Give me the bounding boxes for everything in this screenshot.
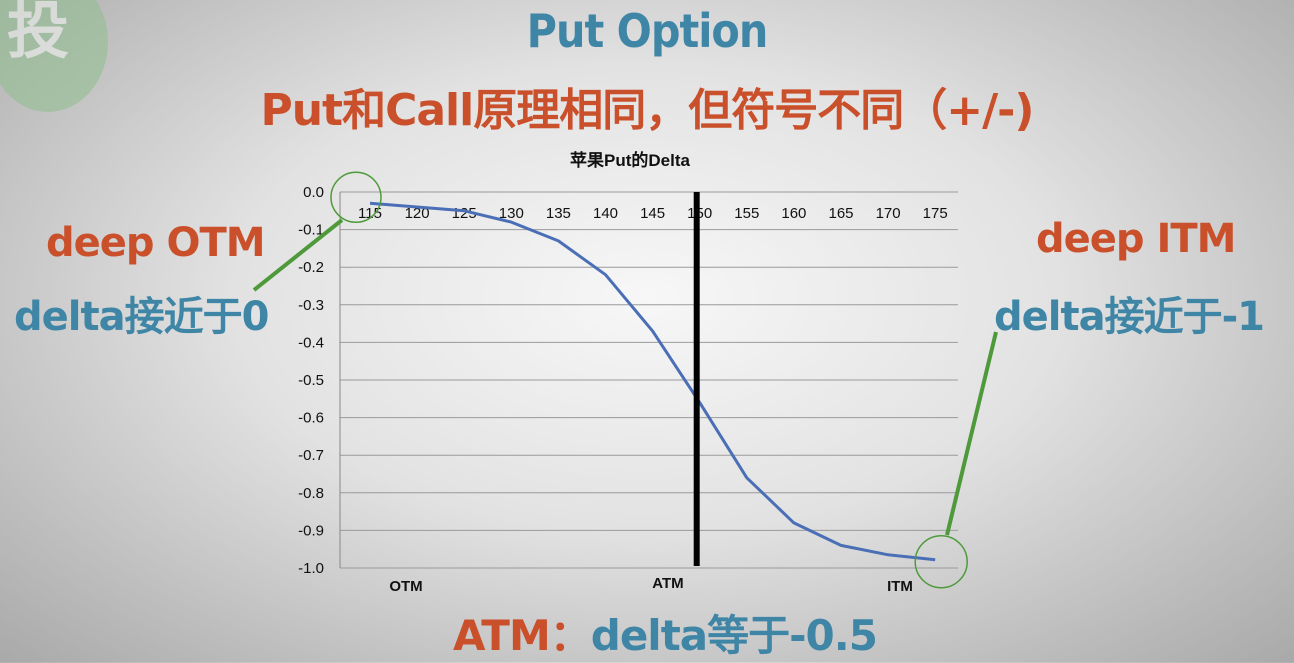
x-tick-label: 135 bbox=[546, 205, 571, 222]
deep-itm-title: deep ITM bbox=[1036, 216, 1236, 262]
y-tick-label: -0.2 bbox=[298, 259, 324, 276]
y-tick-label: -0.6 bbox=[298, 410, 324, 427]
itm-axis-label: ITM bbox=[887, 578, 913, 595]
deep-itm-circle bbox=[914, 534, 968, 589]
y-tick-label: -0.8 bbox=[298, 485, 324, 502]
atm-caption-desc: delta等于-0.5 bbox=[590, 611, 878, 660]
delta-line bbox=[369, 201, 936, 562]
y-tick-label: -0.7 bbox=[298, 447, 324, 464]
deep-itm-desc: delta接近于-1 bbox=[994, 294, 1265, 340]
watermark-logo: 投 bbox=[0, 0, 108, 112]
y-tick-label: 0.0 bbox=[303, 184, 324, 201]
y-tick-label: -1.0 bbox=[298, 560, 324, 577]
deep-otm-connector bbox=[252, 218, 344, 292]
atm-caption-label: ATM： bbox=[453, 611, 592, 660]
deep-otm-title: deep OTM bbox=[46, 220, 266, 266]
x-tick-label: 145 bbox=[640, 205, 665, 222]
x-tick-label: 115 bbox=[358, 205, 382, 222]
page-subtitle: Put和Call原理相同，但符号不同（+/-) bbox=[260, 85, 1034, 136]
y-tick-label: -0.9 bbox=[298, 522, 324, 539]
y-tick-label: -0.3 bbox=[298, 297, 324, 314]
x-tick-label: 165 bbox=[828, 205, 853, 222]
atm-caption: ATM：delta等于-0.5 bbox=[0, 602, 1294, 663]
deep-otm-circle bbox=[330, 171, 382, 224]
deep-itm-connector bbox=[945, 331, 998, 536]
logo-glyph: 投 bbox=[6, 0, 69, 67]
y-tick-label: -0.5 bbox=[298, 372, 324, 389]
x-tick-label: 120 bbox=[405, 205, 430, 222]
atm-axis-label: ATM bbox=[652, 575, 683, 592]
x-tick-label: 140 bbox=[593, 205, 618, 222]
y-tick-label: -0.4 bbox=[298, 334, 324, 351]
x-tick-label: 175 bbox=[923, 205, 948, 222]
otm-axis-label: OTM bbox=[389, 578, 422, 595]
x-tick-label: 155 bbox=[734, 205, 759, 222]
x-tick-label: 160 bbox=[781, 205, 806, 222]
page-title: Put Option bbox=[526, 4, 769, 58]
x-tick-label: 170 bbox=[876, 205, 901, 222]
x-tick-label: 130 bbox=[499, 205, 524, 222]
chart-title: 苹果Put的Delta bbox=[570, 151, 690, 170]
deep-otm-desc: delta接近于0 bbox=[14, 294, 269, 340]
y-tick-label: -0.1 bbox=[298, 222, 324, 239]
